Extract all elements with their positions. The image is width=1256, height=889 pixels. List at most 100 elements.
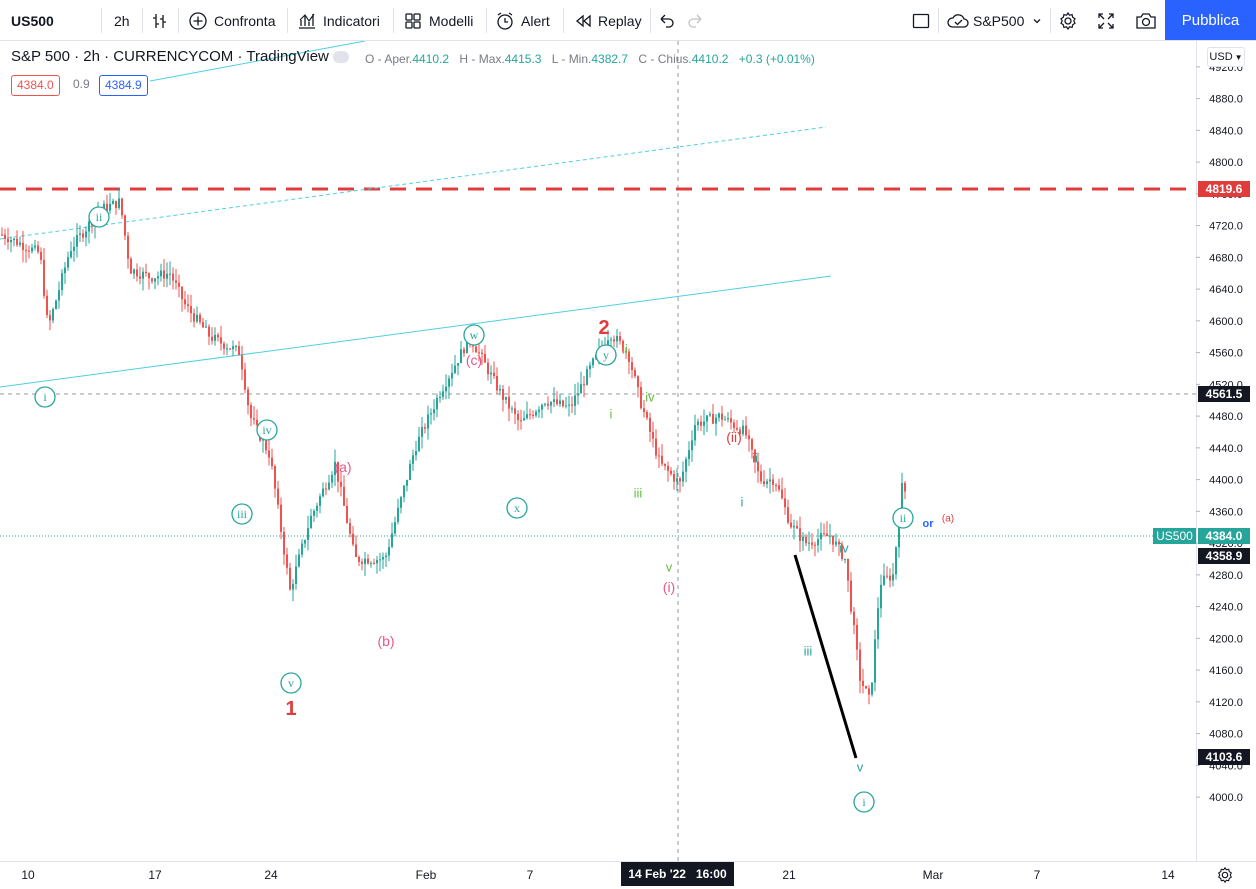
legend-eye-icon[interactable]: [333, 51, 349, 63]
trend-line[interactable]: [793, 554, 858, 759]
candle-body: [481, 352, 483, 354]
price-tick-label: 4360.0: [1209, 506, 1243, 518]
snapshot-button[interactable]: [1135, 0, 1157, 41]
candle-body: [343, 486, 345, 506]
candle-body: [463, 349, 465, 354]
candle-body: [70, 251, 72, 258]
candle-body: [700, 421, 702, 426]
undo-icon: [658, 12, 676, 30]
candle-body: [163, 270, 165, 279]
symbol-search[interactable]: US500: [11, 0, 54, 41]
replay-button[interactable]: Replay: [574, 0, 642, 41]
candle-body: [226, 348, 228, 350]
time-axis[interactable]: 10 17 24 Feb 7 21 Mar 7 14: [21, 868, 1175, 882]
candle-body: [268, 450, 270, 458]
candle-body: [52, 309, 54, 321]
currency-selector[interactable]: USD ▼: [1207, 47, 1245, 67]
candle-body: [877, 608, 879, 640]
wave-label: iv: [839, 541, 849, 556]
candle-body: [634, 370, 636, 377]
candle-body: [631, 362, 633, 371]
candle-body: [592, 358, 594, 366]
templates-icon: [404, 12, 422, 30]
candle-body: [526, 414, 528, 419]
channel-lower-line[interactable]: [0, 275, 832, 388]
candle-body: [577, 393, 579, 396]
candle-body: [646, 412, 648, 418]
candle-body: [709, 414, 711, 416]
candle-body: [640, 387, 642, 409]
fullscreen-button[interactable]: [1097, 0, 1115, 41]
candle-body: [43, 259, 45, 296]
candle-body: [40, 251, 42, 260]
channel-upper-line[interactable]: [0, 126, 827, 240]
price-tick-label: 4400.0: [1209, 475, 1243, 487]
channel-top-line[interactable]: [149, 41, 366, 82]
layout-button[interactable]: [912, 0, 930, 41]
candle-body: [673, 473, 675, 482]
wave-labels[interactable]: iiiiviiivwxyiii12(a)(b)(c)(i)(ii)iiiviii…: [34, 206, 954, 813]
candles[interactable]: [1, 187, 906, 705]
crosshair-price-tag: 4561.5: [1198, 386, 1250, 402]
buy-price-box[interactable]: 4384.9: [99, 75, 148, 96]
alert-button[interactable]: Alert: [495, 0, 550, 41]
candle-body: [883, 575, 885, 585]
candle-body: [31, 247, 33, 252]
chart-canvas[interactable]: 4920.04880.04840.04800.04760.04720.04680…: [0, 41, 1256, 889]
crosshair-time-text: 14 Feb '22 16:00: [628, 867, 727, 881]
indicators-button[interactable]: Indicatori: [297, 0, 380, 41]
axis-settings-button[interactable]: [1216, 866, 1234, 889]
candle-body: [157, 276, 159, 279]
candle-body: [475, 346, 477, 353]
candle-body: [313, 510, 315, 516]
candle-body: [688, 450, 690, 460]
candle-body: [490, 372, 492, 375]
settings-button[interactable]: [1058, 0, 1078, 41]
price-axis[interactable]: 4920.04880.04840.04800.04760.04720.04680…: [1196, 62, 1243, 804]
sell-price-box[interactable]: 4384.0: [11, 75, 60, 96]
candle-body: [802, 536, 804, 541]
candle-body: [691, 440, 693, 451]
redo-button[interactable]: [686, 0, 704, 41]
candle-body: [436, 397, 438, 410]
candle-body: [223, 343, 225, 349]
wave-label: (a): [942, 514, 954, 525]
candle-body: [106, 203, 108, 211]
interval-button[interactable]: 2h: [114, 0, 130, 41]
candle-body: [508, 396, 510, 409]
candle-body: [418, 436, 420, 451]
candle-body: [706, 415, 708, 422]
candle-body: [901, 483, 903, 523]
candle-body: [607, 340, 609, 347]
compare-button[interactable]: Confronta: [188, 0, 275, 41]
wave-circle-label: i: [43, 390, 47, 404]
publish-button[interactable]: Pubblica: [1165, 0, 1256, 40]
layout-name-button[interactable]: S&P500: [946, 0, 1042, 41]
candle-body: [763, 481, 765, 485]
candle-body: [406, 479, 408, 486]
candle-body: [271, 457, 273, 467]
high-label: H - Max.: [459, 52, 505, 66]
candle-body: [718, 413, 720, 418]
templates-button[interactable]: Modelli: [404, 0, 473, 41]
candle-body: [109, 203, 111, 211]
undo-button[interactable]: [658, 0, 676, 41]
candle-body: [364, 558, 366, 564]
candle-body: [382, 557, 384, 560]
candle-body: [13, 238, 15, 240]
wave-circle-label: x: [514, 501, 520, 515]
candle-body: [121, 198, 123, 216]
wave-label: (c): [466, 352, 482, 368]
indicators-icon: [297, 11, 317, 31]
ohlc-legend: O - Aper.4410.2 H - Max.4415.3 L - Min.4…: [365, 52, 822, 66]
candle-body: [379, 559, 381, 561]
change-value: +0.3 (+0.01%): [738, 52, 815, 66]
candle-body: [553, 399, 555, 403]
symbol-price-label: US500: [1153, 528, 1196, 544]
candle-body: [355, 544, 357, 557]
candle-body: [73, 246, 75, 252]
time-tick-label: 7: [527, 868, 534, 882]
chart-type-button[interactable]: [151, 0, 169, 41]
price-tick-label: 4560.0: [1209, 348, 1243, 360]
candle-body: [274, 466, 276, 489]
